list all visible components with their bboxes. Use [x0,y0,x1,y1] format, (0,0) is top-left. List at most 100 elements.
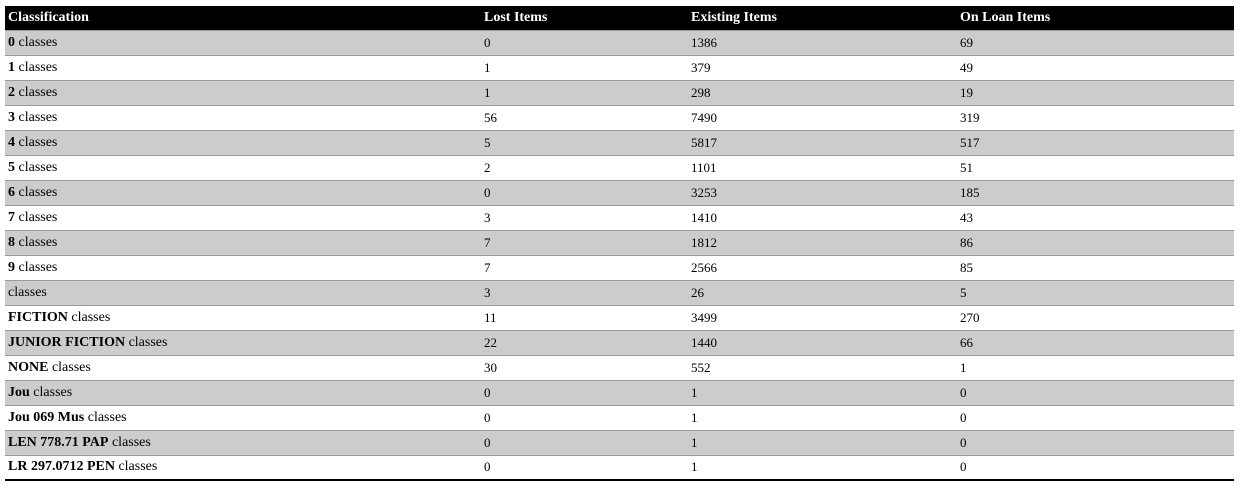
table-row: 5 classes 2 1101 51 [5,155,1234,180]
class-suffix: classes [15,59,58,75]
on-loan-items-cell: 51 [960,159,973,175]
on-loan-items-cell: 0 [960,384,967,400]
lost-items-cell: 0 [484,384,491,400]
table-row: 3 classes 56 7490 319 [5,105,1234,130]
classification-table: Classification Lost Items Existing Items… [5,6,1234,481]
on-loan-items-cell: 66 [960,334,973,350]
lost-items-cell: 0 [484,409,491,425]
class-code: NONE [8,359,49,375]
class-code: 7 [8,209,15,225]
classification-cell: 1 classes [5,55,481,80]
class-suffix: classes [15,184,58,200]
class-code: 4 [8,134,15,150]
table-row: JUNIOR FICTION classes 22 1440 66 [5,330,1234,355]
classification-cell: 9 classes [5,255,481,280]
table-row: 4 classes 5 5817 517 [5,130,1234,155]
on-loan-items-cell: 43 [960,209,973,225]
table-row: classes 3 26 5 [5,280,1234,305]
on-loan-items-cell: 0 [960,459,967,475]
lost-items-cell: 7 [484,259,491,275]
classification-cell: NONE classes [5,355,481,380]
existing-items-cell: 298 [691,84,711,100]
class-code: 6 [8,184,15,200]
lost-items-cell: 5 [484,134,491,150]
class-suffix: classes [15,134,58,150]
class-suffix: classes [114,459,158,475]
class-code: FICTION [8,309,68,325]
existing-items-cell: 1 [691,384,698,400]
classification-cell: 5 classes [5,155,481,180]
class-code: 2 [8,84,15,100]
existing-items-cell: 1812 [691,234,717,250]
header-existing-items: Existing Items [691,9,777,25]
on-loan-items-cell: 517 [960,134,980,150]
table-row: FICTION classes 11 3499 270 [5,305,1234,330]
class-suffix: classes [15,84,58,100]
class-code: 8 [8,234,15,250]
existing-items-cell: 1101 [691,159,717,175]
existing-items-cell: 26 [691,284,704,300]
class-suffix: classes [84,409,127,425]
class-suffix: classes [15,34,58,50]
lost-items-cell: 30 [484,359,497,375]
class-code: 3 [8,109,15,125]
classification-cell: JUNIOR FICTION classes [5,330,481,355]
class-code: 5 [8,159,15,175]
table-row: 1 classes 1 379 49 [5,55,1234,80]
table-row: 2 classes 1 298 19 [5,80,1234,105]
lost-items-cell: 56 [484,109,497,125]
existing-items-cell: 379 [691,59,711,75]
lost-items-cell: 0 [484,459,491,475]
class-suffix: classes [15,209,58,225]
classification-cell: 2 classes [5,80,481,105]
class-suffix: classes [29,384,73,400]
header-row: Classification Lost Items Existing Items… [5,6,1234,30]
lost-items-cell: 0 [484,34,491,50]
lost-items-cell: 0 [484,434,491,450]
classification-cell: LEN 778.71 PAP classes [5,430,481,455]
existing-items-cell: 1 [691,409,698,425]
class-code: Jou [8,384,30,400]
classification-cell: 4 classes [5,130,481,155]
table-row: 9 classes 7 2566 85 [5,255,1234,280]
table-header: Classification Lost Items Existing Items… [5,6,1234,30]
existing-items-cell: 1 [691,459,698,475]
table-row: 0 classes 0 1386 69 [5,30,1234,55]
class-suffix: classes [125,334,168,350]
on-loan-items-cell: 19 [960,84,973,100]
class-suffix: classes [15,234,58,250]
existing-items-cell: 2566 [691,259,717,275]
on-loan-items-cell: 69 [960,34,973,50]
existing-items-cell: 3253 [691,184,717,200]
class-suffix: classes [67,309,111,325]
existing-items-cell: 1440 [691,334,717,350]
class-code: 1 [8,59,15,75]
lost-items-cell: 3 [484,209,491,225]
class-code: JUNIOR FICTION [8,334,126,350]
classification-cell: 0 classes [5,30,481,55]
existing-items-cell: 5817 [691,134,717,150]
class-suffix: classes [15,109,58,125]
existing-items-cell: 1 [691,434,698,450]
existing-items-cell: 3499 [691,309,717,325]
on-loan-items-cell: 49 [960,59,973,75]
classification-cell: 8 classes [5,230,481,255]
classification-cell: LR 297.0712 PEN classes [5,455,481,480]
classification-cell: 7 classes [5,205,481,230]
class-suffix: classes [48,359,91,375]
existing-items-cell: 552 [691,359,711,375]
on-loan-items-cell: 5 [960,284,967,300]
lost-items-cell: 1 [484,84,491,100]
lost-items-cell: 22 [484,334,497,350]
classification-cell: 6 classes [5,180,481,205]
table-body: 0 classes 0 1386 69 1 classes 1 379 49 2… [5,30,1234,480]
class-suffix: classes [15,159,58,175]
header-lost-items: Lost Items [484,9,548,25]
table-row: 8 classes 7 1812 86 [5,230,1234,255]
class-code: 0 [8,34,15,50]
lost-items-cell: 2 [484,159,491,175]
lost-items-cell: 3 [484,284,491,300]
on-loan-items-cell: 86 [960,234,973,250]
table-row: LR 297.0712 PEN classes 0 1 0 [5,455,1234,480]
class-code: LR 297.0712 PEN [8,459,115,475]
